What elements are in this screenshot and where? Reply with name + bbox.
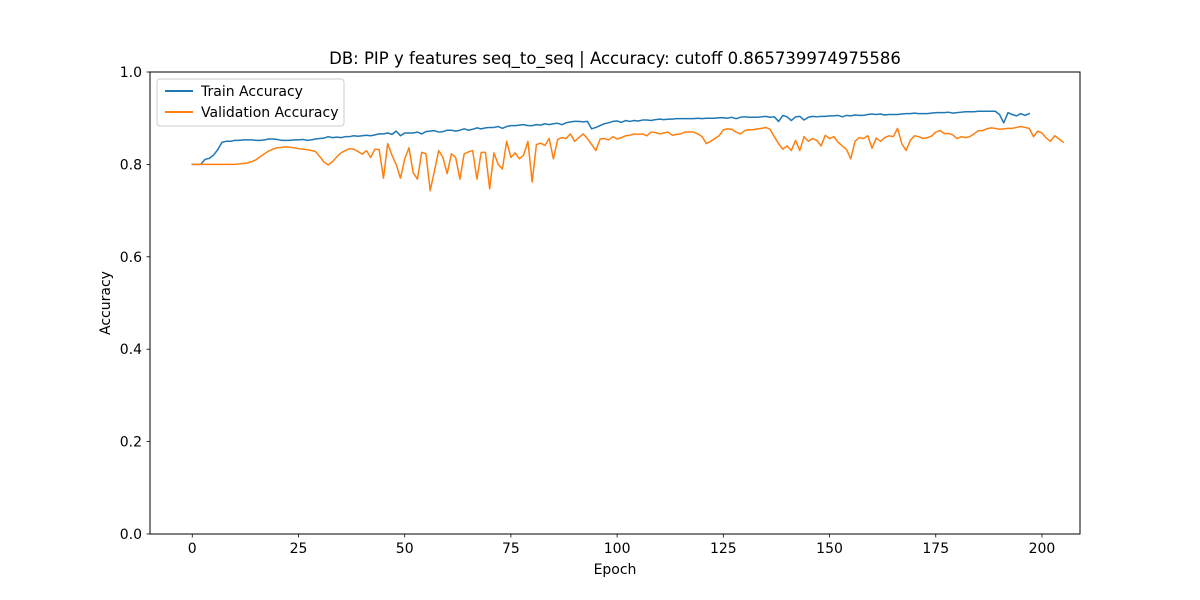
x-tick-label: 50 — [396, 541, 414, 557]
legend-box — [156, 78, 345, 127]
x-tick-label: 75 — [502, 541, 520, 557]
y-tick-label: 0.0 — [120, 527, 142, 543]
x-tick-label: 100 — [604, 541, 631, 557]
legend-label-validation: Validation Accuracy — [201, 105, 339, 121]
y-axis-label: Accuracy — [98, 271, 114, 335]
plot-area — [150, 72, 1080, 534]
x-tick-label: 125 — [710, 541, 737, 557]
series-line-train-accuracy — [191, 110, 1031, 166]
y-tick-label: 0.6 — [120, 250, 142, 266]
x-tick-label: 175 — [922, 541, 949, 557]
y-tick-label: 0.2 — [120, 435, 142, 451]
y-tick-label: 0.8 — [120, 157, 142, 173]
y-tick-label: 1.0 — [120, 65, 142, 81]
chart-title: DB: PIP y features seq_to_seq | Accuracy… — [329, 49, 901, 69]
series-layer — [191, 110, 1065, 192]
x-axis: 0 25 50 75 100 125 150 175 200 — [188, 534, 1056, 557]
y-axis: 0.0 0.2 0.4 0.6 0.8 1.0 — [120, 65, 150, 543]
x-tick-label: 150 — [816, 541, 843, 557]
y-tick-label: 0.4 — [120, 342, 142, 358]
plot-frame — [149, 71, 1081, 535]
x-tick-label: 200 — [1029, 541, 1056, 557]
series-line-validation-accuracy — [191, 125, 1065, 192]
legend: Train Accuracy Validation Accuracy — [156, 78, 345, 127]
x-axis-label: Epoch — [594, 562, 637, 578]
x-tick-label: 0 — [188, 541, 197, 557]
x-tick-label: 25 — [290, 541, 308, 557]
legend-label-train: Train Accuracy — [200, 84, 303, 100]
